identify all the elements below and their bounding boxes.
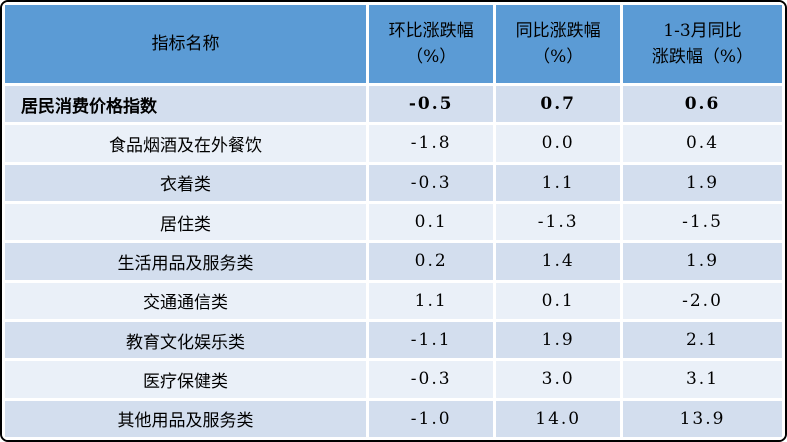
yoy-value-cell: -1.3 [496,203,620,241]
header-label-line2: （%） [406,47,457,67]
row-label-cell: 衣着类 [5,164,366,201]
header-label-line1: 同比涨跌幅 [515,20,601,41]
table-header: 指标名称 环比涨跌幅 （%） 同比涨跌幅 （%） 1-3月同比 涨跌幅（%） [5,5,782,83]
row-label-cell: 交通通信类 [5,282,366,319]
column-header-mom-change: 环比涨跌幅 （%） [368,5,494,83]
row-label-cell: 医疗保健类 [5,361,366,398]
ytd-value-cell: 13.9 [623,400,782,437]
mom-value-cell: -1.8 [368,125,494,162]
table-row-food-tobacco: 食品烟酒及在外餐饮 -1.8 0.0 0.4 [5,125,782,162]
mom-value-cell: -0.3 [368,164,494,201]
yoy-value-cell: 14.0 [496,400,620,437]
header-label-line2: 涨跌幅（%） [651,47,754,67]
row-label-cell: 教育文化娱乐类 [5,321,366,359]
header-row: 指标名称 环比涨跌幅 （%） 同比涨跌幅 （%） 1-3月同比 涨跌幅（%） [5,5,782,83]
table-body: 居民消费价格指数 -0.5 0.7 0.6 食品烟酒及在外餐饮 -1.8 0.0… [5,86,782,437]
row-label-cell: 其他用品及服务类 [5,400,366,437]
ytd-value-cell: 0.4 [623,125,782,162]
header-label-line1: 环比涨跌幅 [388,20,474,41]
table-row-other-goods-services: 其他用品及服务类 -1.0 14.0 13.9 [5,400,782,437]
table-row-cpi-total: 居民消费价格指数 -0.5 0.7 0.6 [5,86,782,123]
yoy-value-cell: 0.0 [496,125,620,162]
ytd-value-cell: 1.9 [623,243,782,280]
yoy-value-cell: 1.1 [496,164,620,201]
table-row-education-culture-recreation: 教育文化娱乐类 -1.1 1.9 2.1 [5,321,782,359]
yoy-value-cell: 1.9 [496,321,620,359]
table-row-transport-communication: 交通通信类 1.1 0.1 -2.0 [5,282,782,319]
header-label-line2: （%） [533,47,584,67]
mom-value-cell: -1.0 [368,400,494,437]
mom-value-cell: -0.3 [368,361,494,398]
ytd-value-cell: -1.5 [623,203,782,241]
ytd-value-cell: 3.1 [623,361,782,398]
mom-value-cell: -1.1 [368,321,494,359]
yoy-value-cell: 0.7 [496,86,620,123]
ytd-value-cell: -2.0 [623,282,782,319]
column-header-indicator-name: 指标名称 [5,5,366,83]
table-row-healthcare: 医疗保健类 -0.3 3.0 3.1 [5,361,782,398]
ytd-value-cell: 2.1 [623,321,782,359]
row-label-cell: 生活用品及服务类 [5,243,366,280]
table-row-daily-goods-services: 生活用品及服务类 0.2 1.4 1.9 [5,243,782,280]
row-label-cell: 食品烟酒及在外餐饮 [5,125,366,162]
header-label-line1: 1-3月同比 [663,20,742,41]
column-header-yoy-change: 同比涨跌幅 （%） [496,5,620,83]
yoy-value-cell: 1.4 [496,243,620,280]
row-label-cell: 居民消费价格指数 [5,86,366,123]
yoy-value-cell: 3.0 [496,361,620,398]
yoy-value-cell: 0.1 [496,282,620,319]
mom-value-cell: 1.1 [368,282,494,319]
table-row-housing: 居住类 0.1 -1.3 -1.5 [5,203,782,241]
ytd-value-cell: 0.6 [623,86,782,123]
mom-value-cell: 0.1 [368,203,494,241]
mom-value-cell: 0.2 [368,243,494,280]
header-label: 指标名称 [151,33,220,54]
row-label-cell: 居住类 [5,203,366,241]
mom-value-cell: -0.5 [368,86,494,123]
column-header-ytd-yoy-change: 1-3月同比 涨跌幅（%） [623,5,782,83]
ytd-value-cell: 1.9 [623,164,782,201]
table-row-clothing: 衣着类 -0.3 1.1 1.9 [5,164,782,201]
